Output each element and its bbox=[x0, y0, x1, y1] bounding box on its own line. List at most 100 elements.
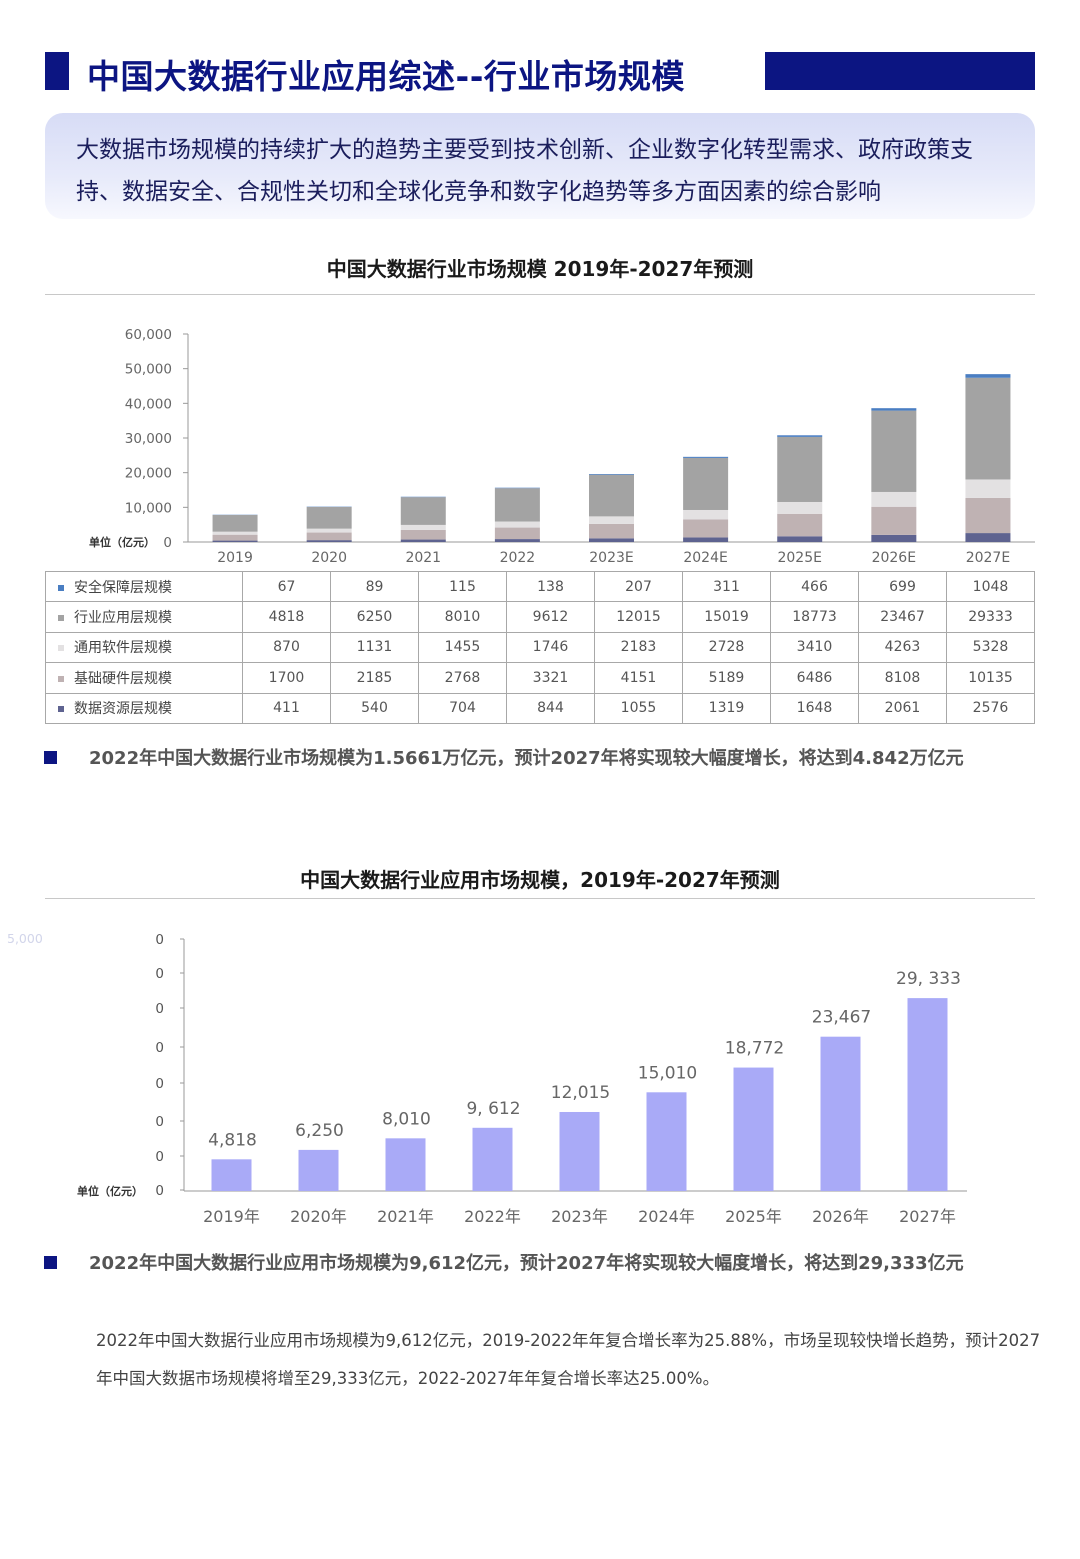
table-row: 行业应用层规模 4818 6250 8010 9612 12015 15019 18773 23… bbox=[45, 601, 1035, 633]
chart2-ghost-label: 5,000 bbox=[7, 931, 43, 946]
table-cell: 704 bbox=[418, 692, 507, 724]
chart2-data-label: 12,015 bbox=[551, 1083, 610, 1103]
chart1-bar-segment bbox=[777, 435, 823, 437]
table-row: 数据资源层规模 411 540 704 844 1055 1319 1648 2061 2576 bbox=[45, 692, 1035, 724]
header-accent-left bbox=[45, 52, 69, 90]
chart1-x-tick-label: 2027E bbox=[966, 550, 1010, 566]
chart2-divider bbox=[45, 898, 1035, 899]
chart1-bar-segment bbox=[683, 456, 729, 458]
chart2-x-tick-label: 2027年 bbox=[899, 1207, 956, 1226]
chart2-y-tick-label: 0 bbox=[155, 1183, 164, 1199]
chart1-x-tick-label: 2025E bbox=[777, 550, 821, 566]
legend-label: 安全保障层规模 bbox=[74, 579, 172, 596]
legend-label: 数据资源层规模 bbox=[74, 701, 172, 718]
note-bullet-icon bbox=[44, 750, 57, 764]
chart1-data-table: 安全保障层规模 67 89 115 138 207 311 466 699 1048 行业应用层规模… bbox=[45, 570, 1035, 724]
page-header: 中国大数据行业应用综述--行业市场规模 bbox=[45, 52, 1035, 96]
chart1-bar-segment bbox=[777, 501, 823, 514]
chart2-bar bbox=[298, 1149, 339, 1191]
chart1-bar-segment bbox=[683, 519, 729, 538]
chart2-y-tick-label: 0 bbox=[155, 1040, 164, 1056]
chart2-y-tick-label: 0 bbox=[155, 1114, 164, 1130]
chart1-bar-segment bbox=[683, 509, 729, 520]
table-cell: 1131 bbox=[330, 631, 419, 664]
chart1-bar-segment bbox=[494, 539, 540, 542]
chart2-title: 中国大数据行业应用市场规模，2019年-2027年预测 bbox=[300, 868, 780, 892]
table-cell: 5328 bbox=[946, 631, 1035, 664]
chart1-bar-segment bbox=[400, 524, 446, 530]
chart1-title: 中国大数据行业市场规模 2019年-2027年预测 bbox=[326, 257, 754, 281]
note-2-text: 2022年中国大数据行业应用市场规模为9,612亿元，预计2027年将实现较大幅… bbox=[89, 1253, 964, 1274]
chart1-bar-segment bbox=[212, 534, 258, 541]
page-title: 中国大数据行业应用综述--行业市场规模 bbox=[87, 57, 685, 96]
chart1-bar-segment bbox=[306, 540, 352, 542]
table-row: 通用软件层规模 870 1131 1455 1746 2183 2728 3410 4263 53… bbox=[45, 631, 1035, 664]
chart1-y-tick-label: 40,000 bbox=[125, 396, 172, 412]
table-cell: 67 bbox=[242, 570, 331, 603]
table-cell: 2185 bbox=[330, 662, 419, 694]
chart1-bar-segment bbox=[589, 474, 634, 475]
chart2-y-tick-label: 0 bbox=[155, 1149, 164, 1165]
chart2-data-label: 8,010 bbox=[382, 1109, 431, 1129]
chart2-x-tick-label: 2025年 bbox=[725, 1207, 782, 1226]
chart1-x-tick-label: 2019 bbox=[217, 550, 253, 566]
chart2-y-tick-label: 0 bbox=[155, 966, 164, 982]
note-1-text: 2022年中国大数据行业市场规模为1.5661万亿元，预计2027年将实现较大幅… bbox=[89, 748, 964, 769]
chart2-data-label: 18,772 bbox=[725, 1039, 784, 1059]
chart1-x-tick-label: 2021 bbox=[405, 550, 441, 566]
chart1-bar-segment bbox=[212, 540, 258, 542]
table-cell: 3410 bbox=[770, 631, 859, 664]
chart2-y-tick-label: 0 bbox=[155, 1076, 164, 1092]
table-cell: 138 bbox=[506, 570, 595, 603]
chart2-x-tick-label: 2019年 bbox=[203, 1207, 260, 1226]
legend-entry: 安全保障层规模 bbox=[45, 570, 243, 603]
table-cell: 2576 bbox=[946, 692, 1035, 724]
chart1-x-tick-label: 2020 bbox=[311, 550, 347, 566]
chart2-x-tick-label: 2020年 bbox=[290, 1207, 347, 1226]
table-cell: 2728 bbox=[682, 631, 771, 664]
body-paragraph: 2022年中国大数据行业应用市场规模为9,612亿元，2019-2022年年复合… bbox=[96, 1331, 1041, 1388]
table-cell: 6486 bbox=[770, 662, 859, 694]
summary-box: 大数据市场规模的持续扩大的趋势主要受到技术创新、企业数字化转型需求、政府政策支持… bbox=[45, 113, 1035, 219]
chart2-unit-label: 单位（亿元） bbox=[77, 1184, 143, 1198]
chart1-bar-segment bbox=[965, 533, 1011, 542]
chart2-y-tick-label: 0 bbox=[155, 932, 164, 948]
chart2-bar bbox=[733, 1067, 774, 1191]
chart1-x-tick-label: 2022 bbox=[500, 550, 536, 566]
legend-entry: 基础硬件层规模 bbox=[45, 662, 243, 694]
chart2-x-tick-label: 2022年 bbox=[464, 1207, 521, 1226]
chart1-bar-segment bbox=[965, 377, 1011, 480]
table-cell: 844 bbox=[506, 692, 595, 724]
chart2-bar bbox=[385, 1138, 426, 1191]
chart1-bar-segment bbox=[589, 474, 634, 517]
header-accent-right bbox=[765, 52, 1035, 90]
chart2-bar bbox=[907, 998, 948, 1191]
table-cell: 2183 bbox=[594, 631, 683, 664]
table-cell: 12015 bbox=[594, 601, 683, 633]
chart1-bar-segment bbox=[589, 538, 634, 542]
legend-swatch-icon bbox=[58, 675, 64, 682]
table-cell: 466 bbox=[770, 570, 859, 603]
chart1-bar-segment bbox=[965, 374, 1011, 378]
chart2-bar bbox=[472, 1127, 513, 1191]
chart2-data-label: 29, 333 bbox=[896, 969, 961, 989]
chart1-y-tick-label: 20,000 bbox=[125, 466, 172, 482]
legend-label: 通用软件层规模 bbox=[74, 640, 172, 657]
legend-label: 基础硬件层规模 bbox=[74, 670, 172, 687]
chart1-bar-segment bbox=[306, 532, 352, 541]
table-row: 安全保障层规模 67 89 115 138 207 311 466 699 1048 bbox=[45, 570, 1035, 603]
chart2-x-tick-label: 2024年 bbox=[638, 1207, 695, 1226]
summary-text: 大数据市场规模的持续扩大的趋势主要受到技术创新、企业数字化转型需求、政府政策支持… bbox=[76, 137, 973, 205]
chart2-bar bbox=[646, 1092, 687, 1191]
chart2-y-tick-label: 0 bbox=[155, 1001, 164, 1017]
chart1-bar-segment bbox=[400, 529, 446, 540]
table-cell: 8108 bbox=[858, 662, 947, 694]
table-cell: 115 bbox=[418, 570, 507, 603]
table-cell: 1746 bbox=[506, 631, 595, 664]
table-cell: 10135 bbox=[946, 662, 1035, 694]
chart1-bar-segment bbox=[965, 497, 1011, 534]
chart2-data-label: 15,010 bbox=[638, 1063, 697, 1083]
chart2-x-tick-label: 2026年 bbox=[812, 1207, 869, 1226]
table-cell: 8010 bbox=[418, 601, 507, 633]
chart1-bar-segment bbox=[871, 534, 917, 542]
